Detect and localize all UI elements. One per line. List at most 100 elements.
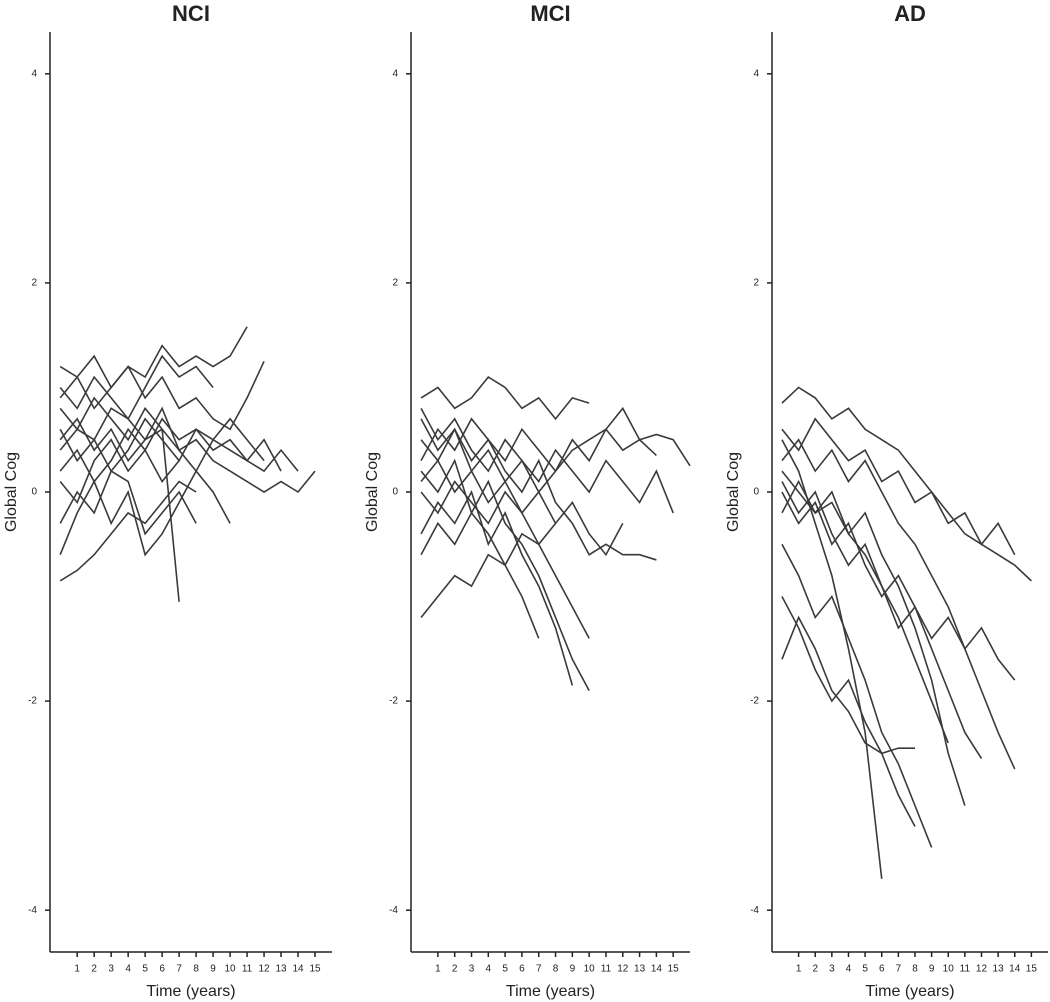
y-tick-label: -2 xyxy=(750,696,759,707)
trajectory-line xyxy=(781,481,983,760)
x-tick-label: 9 xyxy=(570,964,576,975)
trajectory-line xyxy=(59,469,197,536)
x-tick-label: 11 xyxy=(242,964,253,975)
trajectory-line xyxy=(781,439,883,879)
chart-title: MCI xyxy=(530,1,570,26)
trajectory-line xyxy=(59,407,316,494)
x-tick-label: 14 xyxy=(651,964,663,975)
trajectory-line xyxy=(781,615,915,755)
x-tick-label: 3 xyxy=(829,964,835,975)
y-tick-label: 4 xyxy=(753,68,759,79)
trajectory-line xyxy=(420,375,590,421)
y-tick-label: -2 xyxy=(28,696,37,707)
x-axis-label: Time (years) xyxy=(146,983,235,1000)
x-tick-label: 6 xyxy=(159,964,165,975)
y-tick-label: 4 xyxy=(31,68,37,79)
x-tick-label: 11 xyxy=(601,964,612,975)
y-tick-label: 0 xyxy=(392,487,398,498)
x-tick-label: 3 xyxy=(469,964,475,975)
trajectory-line xyxy=(420,480,590,639)
trajectory-line xyxy=(781,417,1016,556)
x-tick-label: 12 xyxy=(617,964,629,975)
x-axis-label: Time (years) xyxy=(865,983,954,1000)
x-tick-label: 8 xyxy=(912,964,918,975)
y-tick-label: -4 xyxy=(28,905,37,916)
x-tick-label: 7 xyxy=(536,964,542,975)
x-tick-label: 1 xyxy=(74,964,80,975)
x-tick-label: 14 xyxy=(1009,964,1021,975)
x-tick-label: 15 xyxy=(309,964,321,975)
trajectory-line xyxy=(420,511,540,639)
trajectory-line xyxy=(59,326,248,389)
x-tick-label: 1 xyxy=(796,964,802,975)
y-tick-label: -2 xyxy=(389,696,398,707)
x-tick-label: 8 xyxy=(553,964,559,975)
x-tick-label: 4 xyxy=(486,964,492,975)
y-tick-label: -4 xyxy=(389,905,398,916)
y-tick-label: 2 xyxy=(392,278,398,289)
trajectory-line xyxy=(59,406,282,473)
y-axis-label: Global Cog xyxy=(725,452,742,532)
chart-title: NCI xyxy=(172,1,210,26)
trajectory-line xyxy=(781,596,916,827)
x-tick-label: 15 xyxy=(1026,964,1038,975)
x-tick-label: 1 xyxy=(435,964,441,975)
trajectory-line xyxy=(59,469,231,557)
x-tick-label: 9 xyxy=(929,964,935,975)
y-axis-label: Global Cog xyxy=(3,452,20,532)
trajectory-line xyxy=(420,458,590,692)
x-tick-label: 5 xyxy=(502,964,508,975)
x-tick-label: 10 xyxy=(225,964,237,975)
x-tick-label: 5 xyxy=(142,964,148,975)
x-tick-label: 11 xyxy=(960,964,971,975)
x-tick-label: 10 xyxy=(943,964,955,975)
y-tick-label: 0 xyxy=(31,487,37,498)
x-tick-label: 6 xyxy=(519,964,525,975)
x-axis-label: Time (years) xyxy=(506,983,595,1000)
x-tick-label: 6 xyxy=(879,964,885,975)
trajectory-line xyxy=(420,407,674,514)
trajectory-line xyxy=(59,480,197,582)
x-tick-label: 13 xyxy=(634,964,646,975)
trajectory-line xyxy=(781,386,1032,582)
y-tick-label: 0 xyxy=(753,487,759,498)
x-tick-label: 13 xyxy=(993,964,1005,975)
y-axis-label: Global Cog xyxy=(364,452,381,532)
x-tick-label: 5 xyxy=(862,964,868,975)
trajectory-line xyxy=(420,459,624,557)
y-tick-label: 4 xyxy=(392,68,398,79)
y-tick-label: 2 xyxy=(753,278,759,289)
y-tick-label: -4 xyxy=(750,905,759,916)
x-tick-label: 3 xyxy=(108,964,114,975)
trajectory-line xyxy=(781,491,1016,681)
trajectory-line xyxy=(781,543,933,848)
y-tick-label: 2 xyxy=(31,278,37,289)
chart-title: AD xyxy=(894,1,926,26)
x-tick-label: 8 xyxy=(193,964,199,975)
trajectory-line xyxy=(59,360,265,431)
x-tick-label: 12 xyxy=(976,964,988,975)
x-tick-label: 2 xyxy=(452,964,458,975)
trajectory-line xyxy=(781,438,1016,770)
x-tick-label: 4 xyxy=(125,964,131,975)
x-tick-label: 10 xyxy=(584,964,596,975)
x-tick-label: 14 xyxy=(292,964,304,975)
x-tick-label: 9 xyxy=(210,964,216,975)
x-tick-label: 12 xyxy=(258,964,270,975)
x-tick-label: 7 xyxy=(896,964,902,975)
x-tick-label: 2 xyxy=(91,964,97,975)
trajectory-line xyxy=(59,417,299,483)
trajectory-line xyxy=(420,406,657,473)
trajectory-line xyxy=(420,489,574,686)
x-tick-label: 15 xyxy=(668,964,680,975)
x-tick-label: 7 xyxy=(176,964,182,975)
trajectory-line xyxy=(781,470,949,744)
x-tick-label: 2 xyxy=(812,964,818,975)
trajectory-line xyxy=(420,522,557,618)
trajectory-line xyxy=(781,479,966,806)
x-tick-label: 13 xyxy=(275,964,287,975)
trajectory-line xyxy=(59,417,265,473)
trajectory-line xyxy=(59,438,180,505)
x-tick-label: 4 xyxy=(846,964,852,975)
